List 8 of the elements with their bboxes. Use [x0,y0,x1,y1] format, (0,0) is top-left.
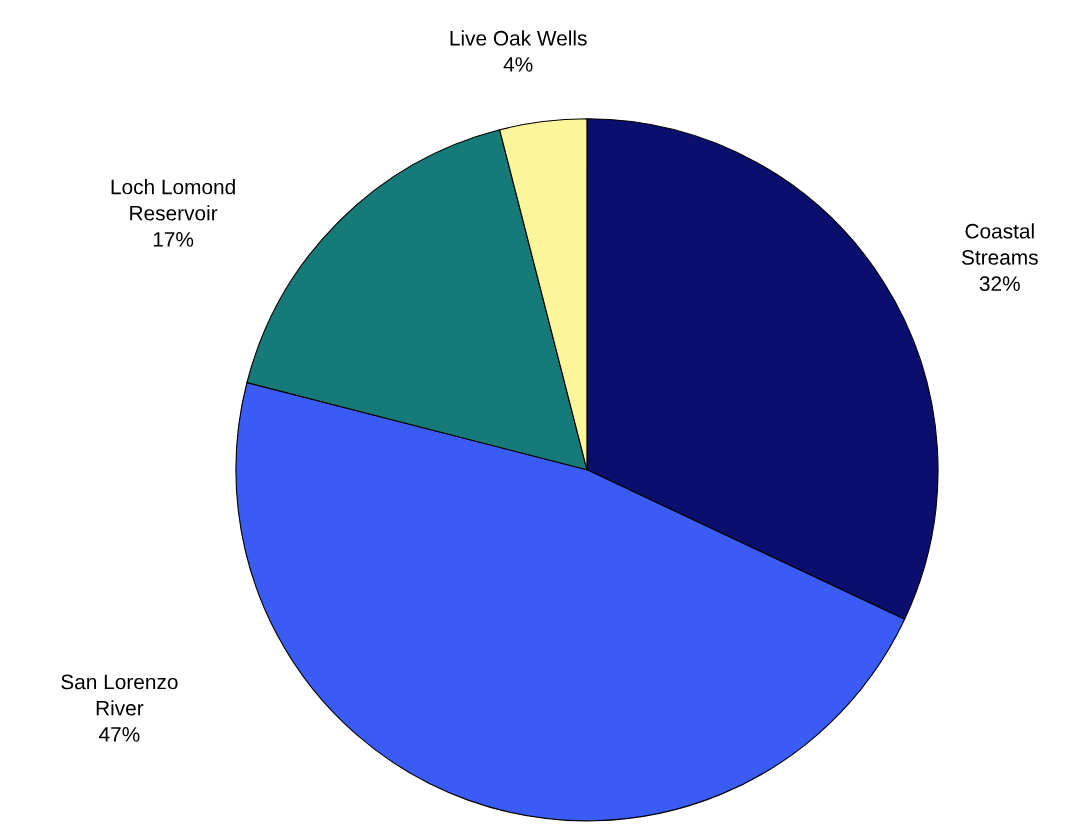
slice-label: Loch Lomond Reservoir [111,179,235,221]
data-label: 17% [153,232,194,247]
slice-label: Live Oak Wells [450,30,587,46]
data-label: 47% [99,727,140,742]
slice-label: Coastal Streams [961,223,1038,265]
slice-label: San Lorenzo River [61,674,178,716]
data-label: 4% [503,57,533,72]
data-label: 32% [979,276,1020,291]
